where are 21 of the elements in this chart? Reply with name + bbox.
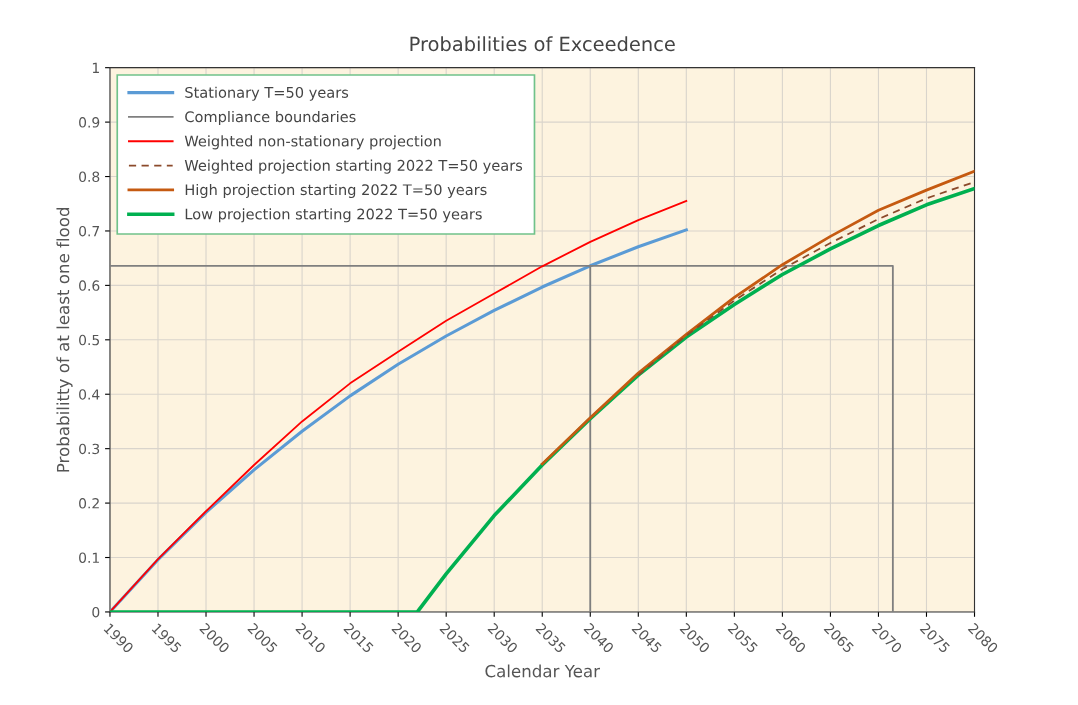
legend-label: Low projection starting 2022 T=50 years: [185, 208, 482, 223]
legend-label: High projection starting 2022 T=50 years: [185, 183, 487, 199]
y-tick-label: 0: [92, 606, 100, 618]
legend-label: Weighted non-stationary projection: [184, 135, 441, 150]
y-tick-label: 0.1: [79, 552, 99, 563]
y-tick-label: 0.5: [79, 334, 100, 346]
y-tick-label: 0.6: [79, 280, 100, 291]
y-tick-label: 0.8: [79, 171, 100, 183]
y-tick-label: 0.3: [79, 443, 100, 455]
legend-label: Weighted projection starting 2022 T=50 years: [184, 159, 523, 174]
y-tick-label: 0.9: [79, 117, 100, 128]
line-series: [540, 169, 975, 466]
y-tick-label: 0.4: [79, 389, 100, 400]
y-tick-label: 1: [92, 62, 99, 73]
y-tick-label: 0.2: [79, 498, 99, 509]
y-axis-title: Probabilitty of at least one flood: [56, 207, 73, 472]
legend-label: Stationary T=50 years: [185, 86, 349, 101]
chart-title: Probabilities of Exceedence: [410, 36, 675, 52]
x-axis-title: Calendar Year: [485, 664, 600, 678]
y-tick-label: 0.7: [79, 225, 100, 237]
legend-label: Compliance boundaries: [185, 110, 356, 126]
